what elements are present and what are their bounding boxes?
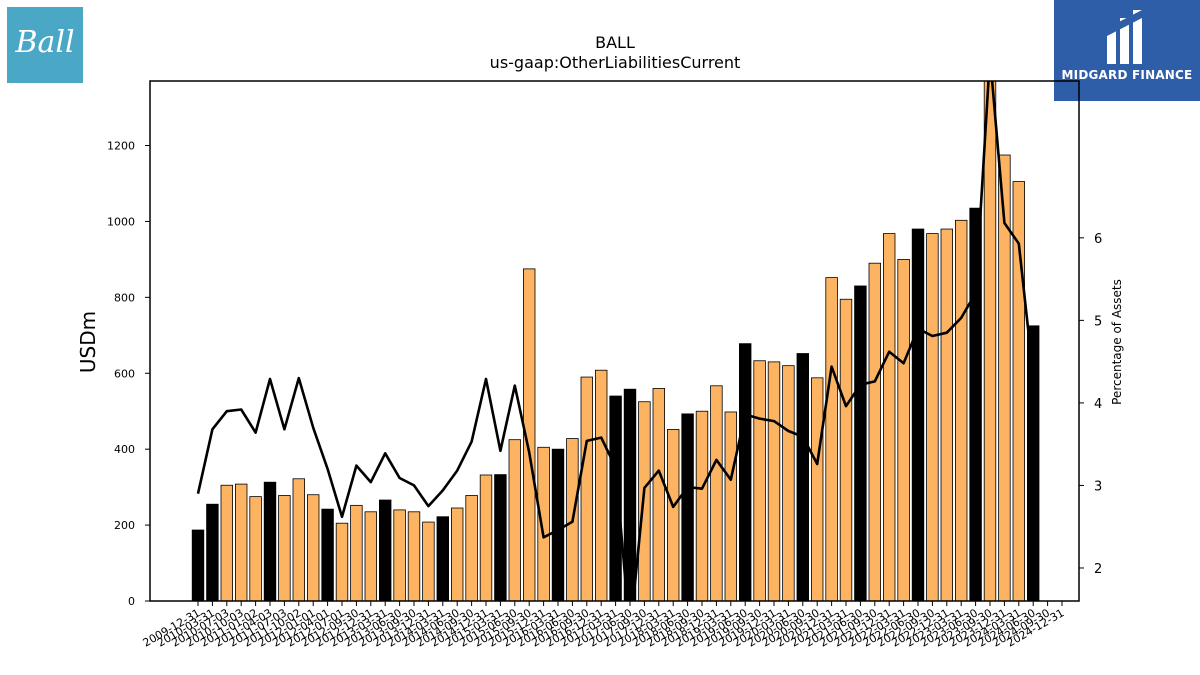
bar [926,233,939,602]
y-axis-label: USDm [76,311,100,373]
chart-title: BALL [595,33,635,52]
bar [825,277,838,602]
bar [854,285,867,602]
y-tick-label: 800 [114,291,135,304]
bar [955,219,968,602]
bar-series [191,80,1040,602]
bar [897,258,910,602]
y2-tick-label: 5 [1094,314,1102,329]
y2-axis-label: Percentage of Assets [1110,279,1124,405]
bar [450,507,464,602]
y2-tick-label: 2 [1094,562,1102,577]
bar [350,504,363,602]
bar [652,388,666,602]
bar [364,511,378,602]
midgard-finance-text: MIDGARD FINANCE [1061,68,1193,82]
y-tick-label: 200 [114,519,135,532]
bar [839,298,853,602]
bar [623,388,637,602]
chart-subtitle: us-gaap:OtherLiabilitiesCurrent [490,53,741,72]
bar [494,474,507,602]
bar [378,499,392,602]
bar [767,361,781,602]
bar [710,385,723,602]
bar [407,511,421,602]
y-tick-label: 1000 [107,215,135,228]
bar [883,233,896,602]
bar [609,395,622,602]
bar [335,522,349,602]
bar [508,439,522,602]
bar [393,509,406,602]
bar [551,448,565,602]
bar [537,446,550,602]
series-line [196,81,1035,601]
ball-logo: Ball [7,7,83,83]
bar [753,360,766,602]
bar [595,369,608,602]
ball-logo-text: Ball [15,25,75,60]
bar [811,377,824,602]
y2-tick-label: 3 [1094,479,1102,494]
bar [868,262,882,602]
y-tick-label: 0 [128,595,135,608]
y-tick-label: 1200 [107,140,135,153]
bar [422,521,435,602]
bar [249,496,262,602]
bar [465,495,478,602]
y2-tick-label: 6 [1094,232,1102,247]
bar [206,503,219,602]
plot-frame [149,80,1080,602]
bar [321,508,334,602]
midgard-mark-icon [1107,10,1142,64]
bar [724,411,738,602]
bar [739,343,752,602]
y2-tick-label: 4 [1094,397,1102,412]
bar [234,483,248,602]
bar [306,494,320,602]
bar [782,365,795,602]
bar [436,516,450,602]
bar [940,228,954,602]
midgard-finance-logo: MIDGARD FINANCE [1054,0,1200,101]
bar [278,495,291,602]
axes: 020040060080010001200234562009-12-312010… [107,80,1102,650]
bar [969,207,982,602]
bar [695,410,709,602]
bar [911,228,925,602]
bar [479,474,493,602]
y-tick-label: 600 [114,367,135,380]
y-tick-label: 400 [114,443,135,456]
bar [263,481,277,602]
bar [667,429,680,602]
line-series [196,81,1035,601]
bar [580,376,594,602]
bar [983,80,997,602]
bar [220,484,234,602]
bar [292,478,306,602]
bar [638,401,651,602]
bar [796,353,810,602]
bar [191,529,205,602]
bar [681,413,694,602]
